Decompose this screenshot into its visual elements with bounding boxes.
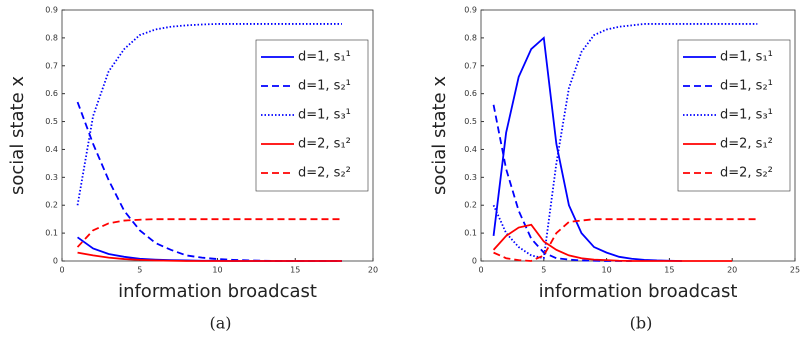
x-tick-label: 10 [602,266,612,275]
y-tick-label: 0.4 [464,145,477,154]
series-line [493,218,758,262]
y-tick-label: 0.7 [464,61,477,70]
x-tick-label: 5 [541,266,546,275]
legend-label: d=2, s₂² [720,166,773,181]
legend-label: d=2, s₁² [298,137,351,152]
x-tick-label: 0 [478,266,483,275]
y-tick-label: 0.9 [464,6,477,15]
x-tick-label: 25 [790,266,800,275]
y-tick-label: 0.9 [45,6,58,15]
y-axis-label: social state x [429,76,450,195]
y-tick-label: 0.8 [45,33,58,42]
y-tick-label: 0 [472,257,477,266]
x-tick-label: 5 [137,266,142,275]
legend-label: d=2, s₁² [720,137,773,152]
y-tick-label: 0.2 [45,201,58,210]
y-tick-label: 0.5 [45,117,58,126]
y-tick-label: 0.6 [464,89,477,98]
caption: (a) [209,314,231,333]
y-axis-label: social state x [7,76,28,195]
y-tick-label: 0.4 [45,145,58,154]
legend-label: d=1, s₁¹ [720,50,773,65]
x-tick-label: 15 [664,266,674,275]
legend-label: d=1, s₃¹ [720,108,773,123]
y-tick-label: 0.5 [464,117,477,126]
series-line [77,251,342,262]
y-tick-label: 0.7 [45,61,58,70]
legend-label: d=1, s₂¹ [720,79,773,94]
legend-box [255,39,369,192]
y-tick-label: 0.3 [45,173,58,182]
y-tick-label: 0.8 [464,33,477,42]
y-tick-label: 0.2 [464,201,477,210]
legend-label: d=1, s₃¹ [298,108,351,123]
x-axis-label: information broadcast [118,281,317,302]
x-tick-label: 20 [368,266,378,275]
series-line [492,23,758,260]
y-tick-label: 0 [53,257,58,266]
y-tick-label: 0.1 [45,229,58,238]
legend-label: d=2, s₂² [298,166,351,181]
y-tick-label: 0.3 [464,173,477,182]
y-tick-label: 0.6 [45,89,58,98]
legend-label: d=1, s₁¹ [298,50,351,65]
caption: (b) [630,314,653,333]
x-tick-label: 10 [212,266,222,275]
legend-label: d=1, s₂¹ [298,79,351,94]
x-tick-label: 0 [59,266,64,275]
y-tick-label: 0.1 [464,229,477,238]
series-line [492,223,733,262]
x-axis-label: information broadcast [539,281,738,302]
legend-box [677,39,791,192]
x-tick-label: 20 [727,266,737,275]
x-tick-label: 15 [290,266,300,275]
